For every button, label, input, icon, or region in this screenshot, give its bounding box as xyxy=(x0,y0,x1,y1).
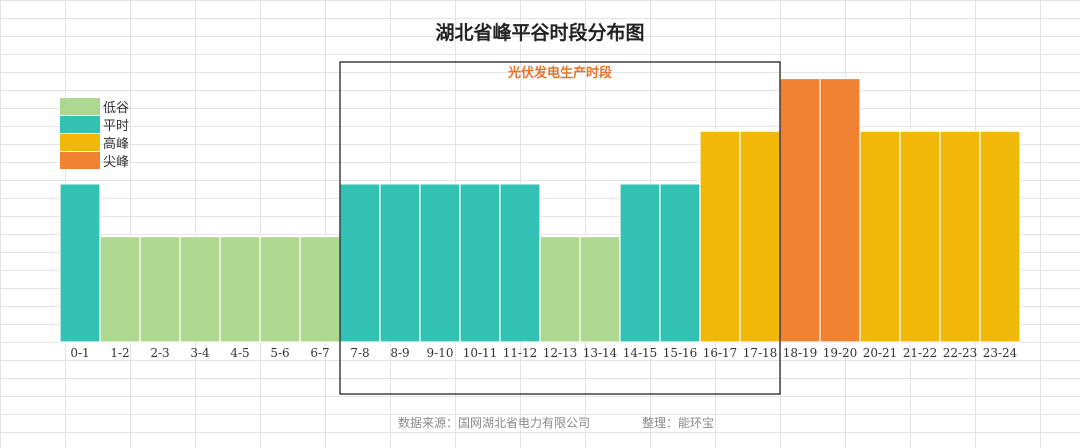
tick-label-14-15: 14-15 xyxy=(623,346,658,360)
legend-swatch-flat xyxy=(60,115,100,133)
legend-label-high: 高峰 xyxy=(103,136,130,152)
legend: 低谷 平时 高峰 尖峰 xyxy=(60,97,130,170)
bar-16-17 xyxy=(699,130,741,343)
tick-label-1-2: 1-2 xyxy=(110,346,129,360)
bar-5-6 xyxy=(259,236,301,343)
tick-label-4-5: 4-5 xyxy=(230,346,249,360)
bar-15-16 xyxy=(659,183,701,343)
bar-1-2 xyxy=(99,236,141,343)
legend-label-flat: 平时 xyxy=(103,118,130,134)
bar-22-23 xyxy=(939,130,981,343)
source-label: 数据来源：国网湖北省电力有限公司 xyxy=(398,416,591,430)
source-line: 数据来源：国网湖北省电力有限公司 整理：能环宝 xyxy=(398,414,714,431)
legend-label-peak: 尖峰 xyxy=(103,154,130,170)
legend-item-flat: 平时 xyxy=(60,115,130,134)
bar-14-15 xyxy=(619,183,661,343)
bar-13-14 xyxy=(579,236,621,343)
legend-label-low: 低谷 xyxy=(103,100,130,116)
author-label: 整理：能环宝 xyxy=(642,416,715,430)
bar-23-24 xyxy=(979,130,1021,343)
tick-label-12-13: 12-13 xyxy=(543,346,578,360)
bar-10-11 xyxy=(459,183,501,343)
tick-label-11-12: 11-12 xyxy=(503,346,538,360)
tick-label-20-21: 20-21 xyxy=(863,346,898,360)
bar-6-7 xyxy=(299,236,341,343)
tick-label-22-23: 22-23 xyxy=(943,346,978,360)
tick-label-19-20: 19-20 xyxy=(823,346,858,360)
tick-label-17-18: 17-18 xyxy=(743,346,778,360)
legend-swatch-low xyxy=(60,97,100,115)
tick-label-2-3: 2-3 xyxy=(150,346,169,360)
legend-swatch-peak xyxy=(60,151,100,169)
tick-label-10-11: 10-11 xyxy=(463,346,498,360)
legend-item-high: 高峰 xyxy=(60,133,130,152)
tick-label-0-1: 0-1 xyxy=(70,346,89,360)
tick-label-16-17: 16-17 xyxy=(703,346,738,360)
tick-label-6-7: 6-7 xyxy=(310,346,329,360)
legend-swatch-high xyxy=(60,133,100,151)
bar-8-9 xyxy=(379,183,421,343)
bar-11-12 xyxy=(499,183,541,343)
bar-0-1 xyxy=(59,183,101,343)
tick-label-9-10: 9-10 xyxy=(427,346,454,360)
tick-label-8-9: 8-9 xyxy=(390,346,409,360)
tick-label-5-6: 5-6 xyxy=(270,346,289,360)
bar-9-10 xyxy=(419,183,461,343)
pv-period-box xyxy=(339,61,781,395)
legend-item-peak: 尖峰 xyxy=(60,151,130,170)
bar-21-22 xyxy=(899,130,941,343)
legend-item-low: 低谷 xyxy=(60,97,130,116)
tick-label-7-8: 7-8 xyxy=(350,346,369,360)
bar-4-5 xyxy=(219,236,261,343)
bar-7-8 xyxy=(339,183,381,343)
bar-20-21 xyxy=(859,130,901,343)
chart-title: 湖北省峰平谷时段分布图 xyxy=(435,22,645,44)
pv-period-label: 光伏发电生产时段 xyxy=(507,65,612,81)
bar-12-13 xyxy=(539,236,581,343)
bar-17-18 xyxy=(739,130,781,343)
tick-label-15-16: 15-16 xyxy=(663,346,698,360)
tick-label-21-22: 21-22 xyxy=(903,346,938,360)
tick-labels-group: 0-1 1-2 2-3 3-4 4-5 5-6 6-7 7-8 8-9 9-10 10-11 11-1… xyxy=(70,346,1017,360)
tick-label-13-14: 13-14 xyxy=(583,346,618,360)
tick-label-23-24: 23-24 xyxy=(983,346,1018,360)
bar-2-3 xyxy=(139,236,181,343)
tick-label-3-4: 3-4 xyxy=(190,346,210,360)
tick-label-18-19: 18-19 xyxy=(783,346,818,360)
bar-18-19 xyxy=(779,77,821,343)
bar-19-20 xyxy=(819,77,861,343)
bar-3-4 xyxy=(179,236,221,343)
bars-group xyxy=(59,77,1021,343)
